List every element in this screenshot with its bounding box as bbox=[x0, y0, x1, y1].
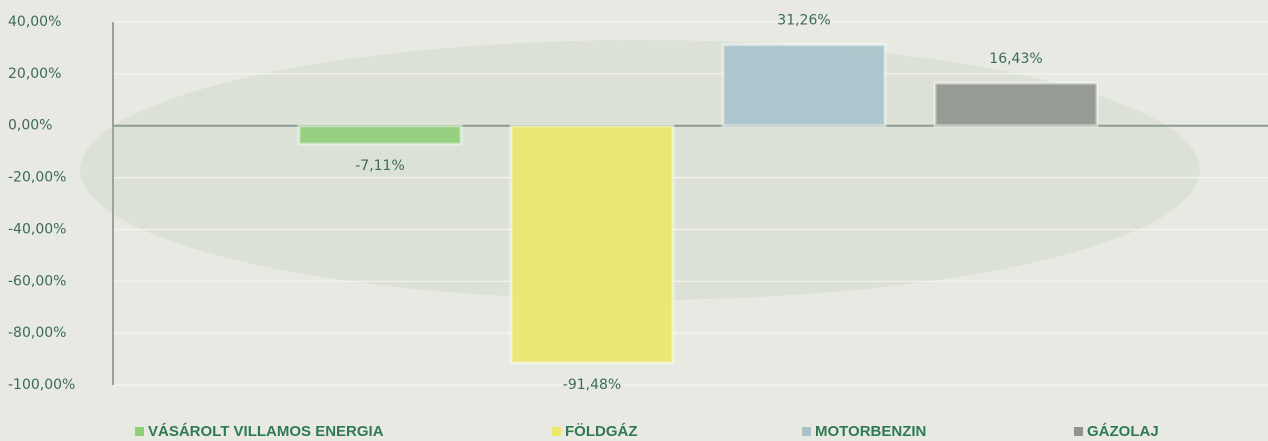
legend-label: VÁSÁROLT VILLAMOS ENERGIA bbox=[148, 423, 384, 440]
bar bbox=[935, 83, 1097, 126]
y-tick-label: 0,00% bbox=[8, 118, 52, 134]
value-label: -91,48% bbox=[563, 377, 621, 393]
y-tick-label: -100,00% bbox=[8, 377, 75, 393]
y-tick-label: -60,00% bbox=[8, 273, 66, 289]
legend-label: FÖLDGÁZ bbox=[565, 423, 638, 440]
value-label: 16,43% bbox=[989, 51, 1042, 67]
y-tick-label: 20,00% bbox=[8, 66, 61, 82]
value-label: -7,11% bbox=[355, 158, 405, 174]
y-tick-label: -40,00% bbox=[8, 221, 66, 237]
bar bbox=[723, 45, 885, 126]
y-tick-label: -20,00% bbox=[8, 170, 66, 186]
legend-label: MOTORBENZIN bbox=[815, 423, 926, 440]
bar bbox=[511, 126, 673, 363]
legend-label: GÁZOLAJ bbox=[1087, 423, 1159, 440]
legend-marker bbox=[1074, 427, 1083, 436]
legend-marker bbox=[802, 427, 811, 436]
value-label: 31,26% bbox=[777, 13, 830, 29]
bar bbox=[299, 126, 461, 144]
y-tick-label: -80,00% bbox=[8, 325, 66, 341]
legend-marker bbox=[135, 427, 144, 436]
legend-marker bbox=[552, 427, 561, 436]
chart: -100,00% -80,00% -60,00% -40,00% -20,00% 0,00… bbox=[0, 0, 1268, 441]
y-tick-label: 40,00% bbox=[8, 14, 61, 30]
